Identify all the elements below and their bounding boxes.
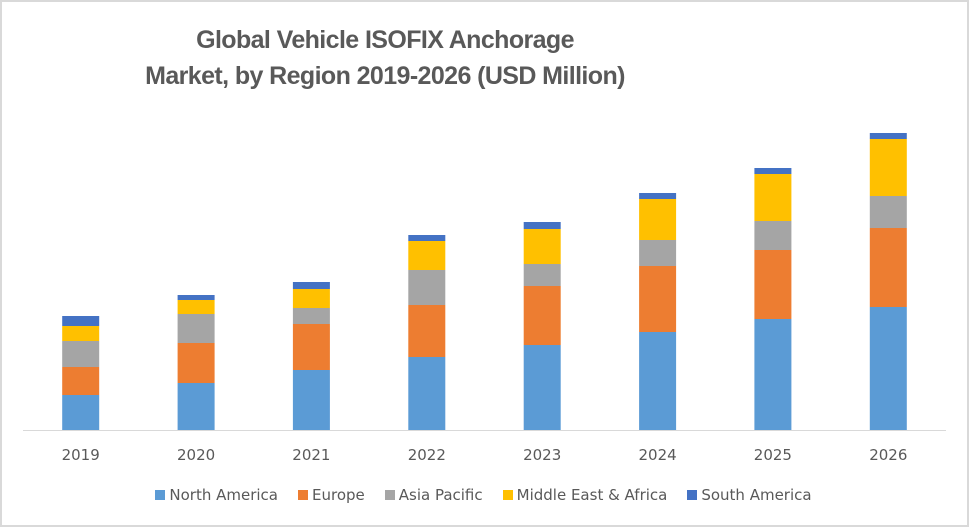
legend-label: North America	[169, 486, 278, 504]
x-tick-label-2023: 2023	[523, 446, 561, 464]
bar-segment-north-america-2026	[869, 307, 907, 430]
bars-group	[62, 133, 907, 430]
bar-segment-middle-east-africa-2021	[292, 289, 330, 308]
bar-segment-asia-pacific-2022	[408, 270, 446, 305]
bar-segment-asia-pacific-2019	[62, 341, 100, 367]
legend-swatch	[384, 490, 395, 500]
bar-segment-europe-2024	[639, 266, 677, 332]
chart-title-line-1: Global Vehicle ISOFIX Anchorage	[196, 26, 574, 54]
bar-segment-middle-east-africa-2020	[177, 300, 215, 314]
bar-segment-north-america-2024	[639, 332, 677, 430]
bar-segment-europe-2025	[754, 250, 792, 319]
bar-segment-north-america-2019	[62, 395, 100, 430]
legend-item-asia-pacific: Asia Pacific	[384, 486, 483, 504]
bar-segment-europe-2023	[523, 286, 561, 345]
bar-segment-europe-2022	[408, 305, 446, 357]
legend-swatch	[502, 490, 513, 500]
x-tick-label-2022: 2022	[408, 446, 446, 464]
bar-segment-north-america-2022	[408, 357, 446, 430]
bar-segment-middle-east-africa-2019	[62, 326, 100, 341]
x-tick-label-2020: 2020	[177, 446, 215, 464]
bar-segment-middle-east-africa-2023	[523, 229, 561, 264]
x-tick-label-2024: 2024	[639, 446, 677, 464]
bar-segment-asia-pacific-2021	[292, 308, 330, 324]
bar-segment-europe-2020	[177, 343, 215, 383]
x-tick-label-2026: 2026	[869, 446, 907, 464]
legend-label: Asia Pacific	[398, 486, 483, 504]
bar-segment-north-america-2025	[754, 319, 792, 430]
chart-title-line-2: Market, by Region 2019-2026 (USD Million…	[145, 62, 625, 90]
bar-segment-south-america-2023	[523, 222, 561, 229]
bar-segment-asia-pacific-2024	[639, 240, 677, 266]
legend-item-north-america: North America	[155, 486, 278, 504]
legend: North America Europe Asia Pacific Middle Ea…	[0, 484, 969, 506]
legend-item-europe: Europe	[298, 486, 365, 504]
bar-segment-europe-2021	[292, 324, 330, 370]
bar-segment-europe-2019	[62, 367, 100, 395]
bar-segment-south-america-2019	[62, 316, 100, 326]
legend-item-middle-east-africa: Middle East & Africa	[502, 486, 668, 504]
x-tick-label-2025: 2025	[754, 446, 792, 464]
bar-segment-asia-pacific-2023	[523, 264, 561, 286]
x-tick-labels: 2019 2020 2021 2022 2023 2024 2025 2026	[62, 446, 908, 464]
bar-segment-asia-pacific-2020	[177, 314, 215, 343]
bar-segment-south-america-2021	[292, 282, 330, 289]
bar-segment-south-america-2020	[177, 295, 215, 300]
bar-segment-middle-east-africa-2024	[639, 199, 677, 240]
bar-segment-europe-2026	[869, 228, 907, 307]
bar-segment-asia-pacific-2026	[869, 196, 907, 228]
bar-segment-south-america-2024	[639, 193, 677, 199]
legend-label: Europe	[312, 486, 365, 504]
bar-segment-south-america-2026	[869, 133, 907, 139]
bar-segment-asia-pacific-2025	[754, 221, 792, 250]
bar-segment-middle-east-africa-2025	[754, 174, 792, 221]
legend-swatch	[298, 490, 308, 500]
legend-label: South America	[701, 486, 812, 504]
chart-title: Global Vehicle ISOFIX Anchorage Market, …	[0, 22, 770, 94]
bar-segment-middle-east-africa-2026	[869, 139, 907, 196]
x-tick-label-2021: 2021	[292, 446, 330, 464]
legend-swatch	[687, 490, 698, 500]
legend-swatch	[155, 490, 166, 500]
bar-segment-north-america-2021	[292, 370, 330, 430]
bar-segment-south-america-2025	[754, 168, 792, 174]
legend-label: Middle East & Africa	[516, 486, 668, 504]
bar-segment-north-america-2023	[523, 345, 561, 430]
bar-segment-south-america-2022	[408, 235, 446, 241]
bar-segment-north-america-2020	[177, 383, 215, 430]
legend-item-south-america: South America	[687, 486, 812, 504]
x-tick-label-2019: 2019	[62, 446, 100, 464]
bar-segment-middle-east-africa-2022	[408, 241, 446, 270]
